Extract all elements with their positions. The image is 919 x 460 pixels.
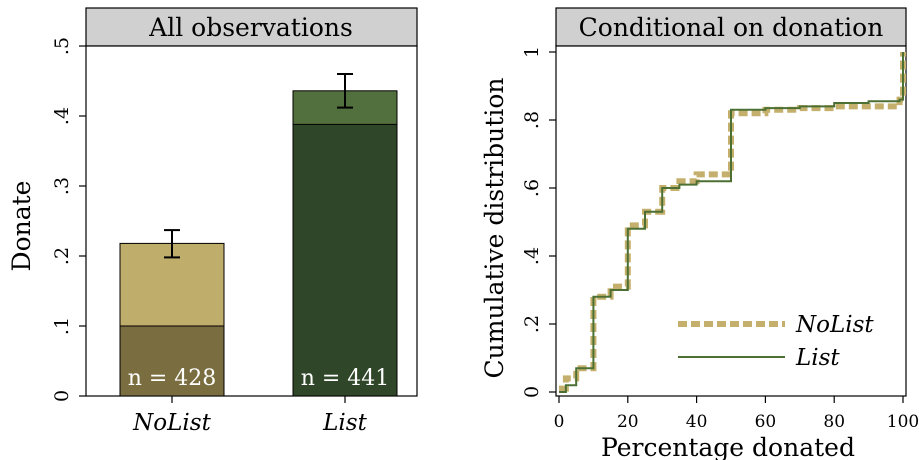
left-y-tick-label: 0 xyxy=(51,390,73,402)
right-x-axis: 0 20 40 60 80 100 xyxy=(554,396,919,432)
x-category-NoList: NoList xyxy=(132,410,211,436)
sample-size-NoList: n = 428 xyxy=(128,366,217,391)
right-panel: Conditional on donation Cumulative distr… xyxy=(480,7,919,460)
sample-size-List: n = 441 xyxy=(301,366,390,391)
right-y-tick-label: 0 xyxy=(521,386,543,398)
right-x-tick-label: 60 xyxy=(755,412,777,432)
right-x-tick-label: 80 xyxy=(823,412,845,432)
right-y-tick-label: .8 xyxy=(521,111,543,129)
right-x-tick-label: 40 xyxy=(686,412,708,432)
right-lines xyxy=(559,52,906,393)
left-annotations: n = 428 n = 441 xyxy=(128,366,390,391)
right-title-strip xyxy=(555,7,907,47)
right-y-tick-label: .6 xyxy=(521,179,543,197)
legend-label-List: List xyxy=(795,345,840,371)
left-y-axis: 0 .1 .2 .3 .4 .5 xyxy=(51,37,86,402)
left-error-bars xyxy=(164,73,353,259)
left-title: All observations xyxy=(148,13,353,42)
left-y-tick-label: .2 xyxy=(51,247,73,265)
left-y-axis-label: Donate xyxy=(7,181,36,272)
bar-inner-NoList xyxy=(119,325,225,397)
right-legend: NoList List xyxy=(678,312,874,371)
left-panel: All observations Donate 0 .1 .2 .3 .4 .5 n = … xyxy=(7,7,418,436)
left-y-tick-label: .1 xyxy=(51,317,73,335)
right-y-axis: 0 .2 .4 .6 .8 1 xyxy=(521,46,556,398)
right-y-axis-label: Cumulative distribution xyxy=(480,78,509,379)
left-y-tick-label: .5 xyxy=(51,37,73,55)
right-plot-area xyxy=(555,45,907,397)
right-title: Conditional on donation xyxy=(579,13,884,42)
cdf-line-List xyxy=(559,52,904,393)
right-x-axis-label: Percentage donated xyxy=(601,433,855,460)
right-y-tick-label: 1 xyxy=(521,46,543,58)
right-x-tick-label: 0 xyxy=(554,412,565,432)
right-x-tick-label: 100 xyxy=(887,412,919,432)
right-x-tick-label: 20 xyxy=(617,412,639,432)
legend-label-NoList: NoList xyxy=(795,312,874,338)
bar-inner-List xyxy=(292,123,398,397)
right-y-tick-label: .2 xyxy=(521,315,543,333)
left-y-tick-label: .4 xyxy=(51,107,73,125)
right-y-tick-label: .4 xyxy=(521,247,543,265)
left-title-strip xyxy=(85,7,418,47)
x-category-List: List xyxy=(322,410,367,436)
left-y-tick-label: .3 xyxy=(51,177,73,195)
left-x-axis: NoList List xyxy=(132,396,368,436)
